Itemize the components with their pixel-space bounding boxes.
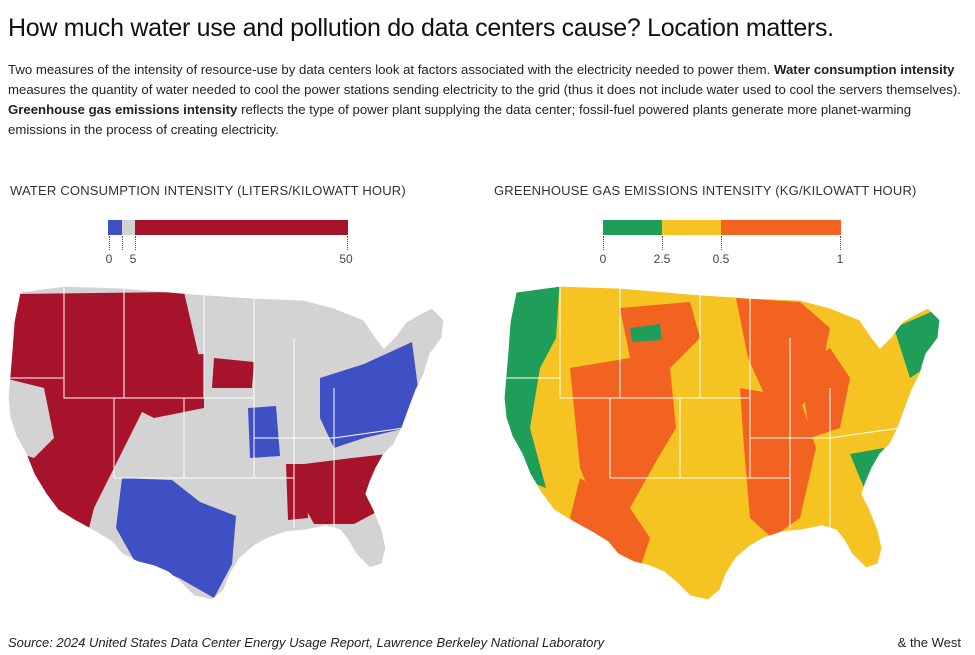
water-region-east-blue — [320, 342, 418, 448]
intro-sentence-3: reflects the type of power plant supplyi… — [8, 102, 912, 137]
ghg-intensity-map — [500, 285, 941, 601]
ghg-legend-high — [721, 220, 841, 235]
water-legend-title: WATER CONSUMPTION INTENSITY (LITERS/KILO… — [10, 183, 406, 198]
ghg-legend-low — [603, 220, 662, 235]
ghg-tick-0-5: 0.5 — [712, 252, 730, 266]
ghg-tick-0: 0 — [599, 252, 607, 266]
ghg-tick-line-1 — [662, 236, 663, 250]
water-us-outline — [7, 285, 445, 601]
source-note: Source: 2024 United States Data Center E… — [8, 635, 605, 650]
ghg-region-west-texas — [570, 478, 650, 568]
water-region-dakota — [212, 358, 254, 388]
intro-sentence-2: measures the quantity of water needed to… — [8, 82, 961, 97]
water-tick-line-50 — [347, 236, 348, 250]
ghg-tick-line-0 — [603, 236, 604, 250]
water-tick-line-5b — [135, 236, 136, 250]
water-region-texas-blue — [116, 478, 236, 598]
water-region-northwest — [8, 292, 204, 548]
water-region-plains — [114, 354, 204, 418]
water-legend-high — [135, 220, 348, 235]
water-intensity-map — [4, 285, 445, 601]
water-tick-line-5 — [122, 236, 123, 250]
intro-text: Two measures of the intensity of resourc… — [8, 60, 963, 140]
ghg-state-borders — [500, 286, 901, 528]
publisher-brand: & the West — [897, 635, 961, 650]
intro-term-ghg: Greenhouse gas emissions intensity — [8, 102, 238, 117]
ghg-us-outline — [503, 285, 941, 601]
water-region-southeast — [300, 454, 388, 524]
ghg-legend-title: GREENHOUSE GAS EMISSIONS INTENSITY (KG/K… — [494, 183, 917, 198]
ghg-tick-line-2 — [721, 236, 722, 250]
water-region-arkansas — [286, 464, 308, 520]
ghg-region-pacific-northwest — [504, 286, 560, 488]
ghg-tick-2-5: 2.5 — [653, 252, 671, 266]
ghg-tick-1: 1 — [836, 252, 844, 266]
ghg-region-indiana — [800, 348, 850, 438]
water-tick-line-0 — [109, 236, 110, 250]
water-legend-low — [108, 220, 122, 235]
ghg-legend-bar — [603, 220, 841, 235]
water-state-borders — [4, 286, 405, 528]
ghg-map-base — [504, 286, 940, 600]
ghg-legend-mid — [662, 220, 721, 235]
water-tick-0: 0 — [105, 252, 113, 266]
water-legend-mid — [122, 220, 135, 235]
water-region-missouri — [248, 406, 280, 458]
water-tick-5: 5 — [129, 252, 137, 266]
water-tick-50: 50 — [339, 252, 353, 266]
intro-term-water: Water consumption intensity — [774, 62, 955, 77]
ghg-region-central — [740, 388, 816, 538]
page-title: How much water use and pollution do data… — [8, 14, 834, 42]
ghg-tick-line-3 — [840, 236, 841, 250]
intro-sentence-1: Two measures of the intensity of resourc… — [8, 62, 771, 77]
water-legend-bar — [108, 220, 348, 235]
ghg-region-nebraska-green — [630, 324, 662, 342]
